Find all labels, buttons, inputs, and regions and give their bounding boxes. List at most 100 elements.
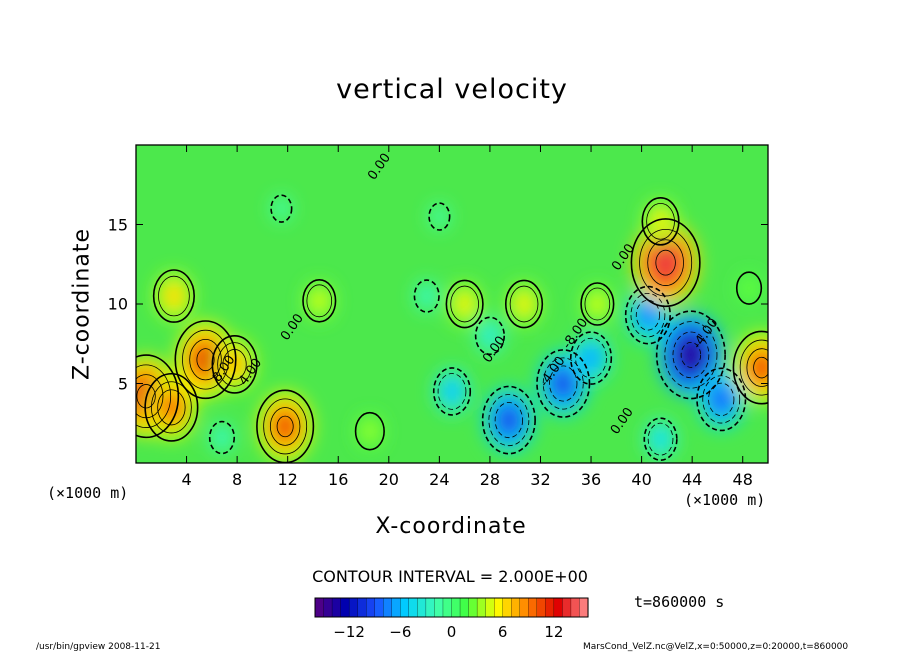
colorbar-cell-24 [519, 597, 529, 618]
contour-22-1 [732, 330, 768, 405]
field-blob-12-2 [582, 347, 600, 369]
contour-17-4 [655, 249, 676, 276]
field-blob-18-2 [653, 211, 668, 231]
colorbar-cell-8 [383, 597, 393, 618]
contour-2-2 [182, 329, 229, 390]
y-tick-label-2: 15 [107, 215, 128, 234]
contour-1-1 [144, 372, 199, 442]
field-blob-23-2 [744, 281, 754, 295]
colorbar-cell-2 [331, 597, 342, 618]
colorbar-tick-label-3: 6 [497, 623, 508, 641]
x-axis-label: X-coordinate [375, 514, 527, 539]
contour-12-1 [569, 331, 613, 385]
colorbar-cell-19 [476, 597, 487, 618]
contour-10-2 [488, 394, 530, 447]
colorbar-tick-label-1: −6 [389, 623, 412, 641]
footer-source: MarsCond_VelZ.nc@VelZ,x=0:50000,z=0:2000… [583, 642, 849, 652]
contour-1-3 [157, 389, 186, 426]
x-tick-label-9: 40 [631, 470, 652, 489]
colorbar-cell-11 [408, 597, 418, 618]
colorbar-cell-27 [545, 597, 555, 618]
field-blob-27-2 [435, 211, 444, 222]
contour-11-2 [542, 357, 584, 410]
contour-16-1 [643, 417, 678, 461]
field-blob-6-2 [165, 285, 183, 307]
field-blob-26-2 [277, 203, 286, 214]
field-blob-15-2 [711, 386, 731, 412]
contour-22-2 [739, 339, 768, 396]
contour-10-3 [494, 402, 524, 439]
contour-19-2 [509, 285, 539, 323]
x-unit-left: (×1000 m) [47, 484, 129, 502]
contour-15-2 [702, 375, 741, 424]
contour-0-2 [136, 364, 172, 428]
field-blob-10-2 [498, 406, 520, 434]
contour-13-1 [624, 285, 671, 345]
contour-14-2 [664, 321, 718, 389]
contour-20-1 [445, 279, 484, 329]
field-blob-19-2 [516, 294, 532, 314]
field-blob-9-2 [444, 382, 460, 401]
contour-19-1 [504, 279, 544, 329]
contour-11-1 [536, 349, 591, 418]
time-label: t=860000 s [634, 593, 725, 611]
contour-22-3 [746, 348, 768, 387]
colorbar-cell-13 [425, 597, 435, 618]
colorbar-cell-25 [528, 597, 538, 618]
contour-interval-label: CONTOUR INTERVAL = 2.000E+00 [312, 567, 588, 586]
x-tick-label-3: 16 [328, 470, 349, 489]
contour-6-1 [152, 269, 195, 323]
contour-6-2 [158, 275, 190, 317]
field-blob-20-2 [457, 294, 472, 314]
x-unit-right: (×1000 m) [684, 491, 766, 509]
contour-8-1 [208, 420, 236, 455]
colorbar-cell-26 [536, 597, 546, 618]
contour-26-1 [270, 194, 293, 223]
contour-2-4 [196, 348, 215, 372]
contour-4-3 [269, 407, 301, 446]
colorbar-cell-29 [562, 597, 572, 618]
colorbar-cell-20 [485, 597, 495, 618]
contour-12-2 [575, 337, 607, 379]
colorbar-cell-21 [494, 597, 504, 618]
x-tick-label-7: 32 [530, 470, 551, 489]
colorbar-cell-4 [348, 597, 359, 618]
chart-title: vertical velocity [336, 74, 568, 105]
contour-27-1 [428, 202, 451, 231]
contour-2-3 [189, 339, 222, 381]
contour-17-3 [647, 239, 684, 286]
contour-17-1 [630, 218, 701, 308]
contour-14-3 [672, 331, 710, 379]
contour-15-1 [696, 367, 747, 432]
contour-24-1 [474, 316, 506, 356]
contour-18-2 [646, 203, 675, 240]
contour-7-1 [354, 411, 385, 451]
contour-4-2 [263, 398, 308, 455]
colorbar-tick-label-4: 12 [544, 623, 564, 641]
contour-21-1 [580, 282, 615, 326]
colorbar-cell-15 [442, 597, 453, 618]
contour-9-1 [432, 367, 472, 416]
colorbar-cell-14 [434, 597, 444, 618]
contour-0-1 [136, 354, 180, 439]
contour-4-4 [276, 415, 294, 438]
contour-14-1 [655, 310, 726, 400]
colorbar-cell-7 [374, 597, 384, 618]
contour-13-3 [635, 299, 660, 331]
field-blob-22-2 [750, 353, 768, 383]
field-blob-21-2 [590, 295, 604, 313]
colorbar-cell-9 [391, 597, 401, 618]
x-tick-label-2: 12 [277, 470, 298, 489]
field-blob-25-2 [421, 289, 432, 303]
contour-25-1 [413, 279, 440, 313]
colorbar-cell-16 [451, 597, 461, 618]
colorbar-cell-28 [553, 597, 563, 618]
contour-15-3 [708, 382, 735, 417]
footer-program: /usr/bin/gpview 2008-11-21 [36, 642, 161, 652]
contour-1-2 [150, 381, 192, 434]
colorbar-cell-31 [579, 597, 589, 618]
contour-5-2 [306, 284, 333, 318]
colorbar-cell-12 [417, 597, 427, 618]
contour-13-2 [630, 292, 666, 338]
colorbar-cell-30 [570, 597, 581, 618]
